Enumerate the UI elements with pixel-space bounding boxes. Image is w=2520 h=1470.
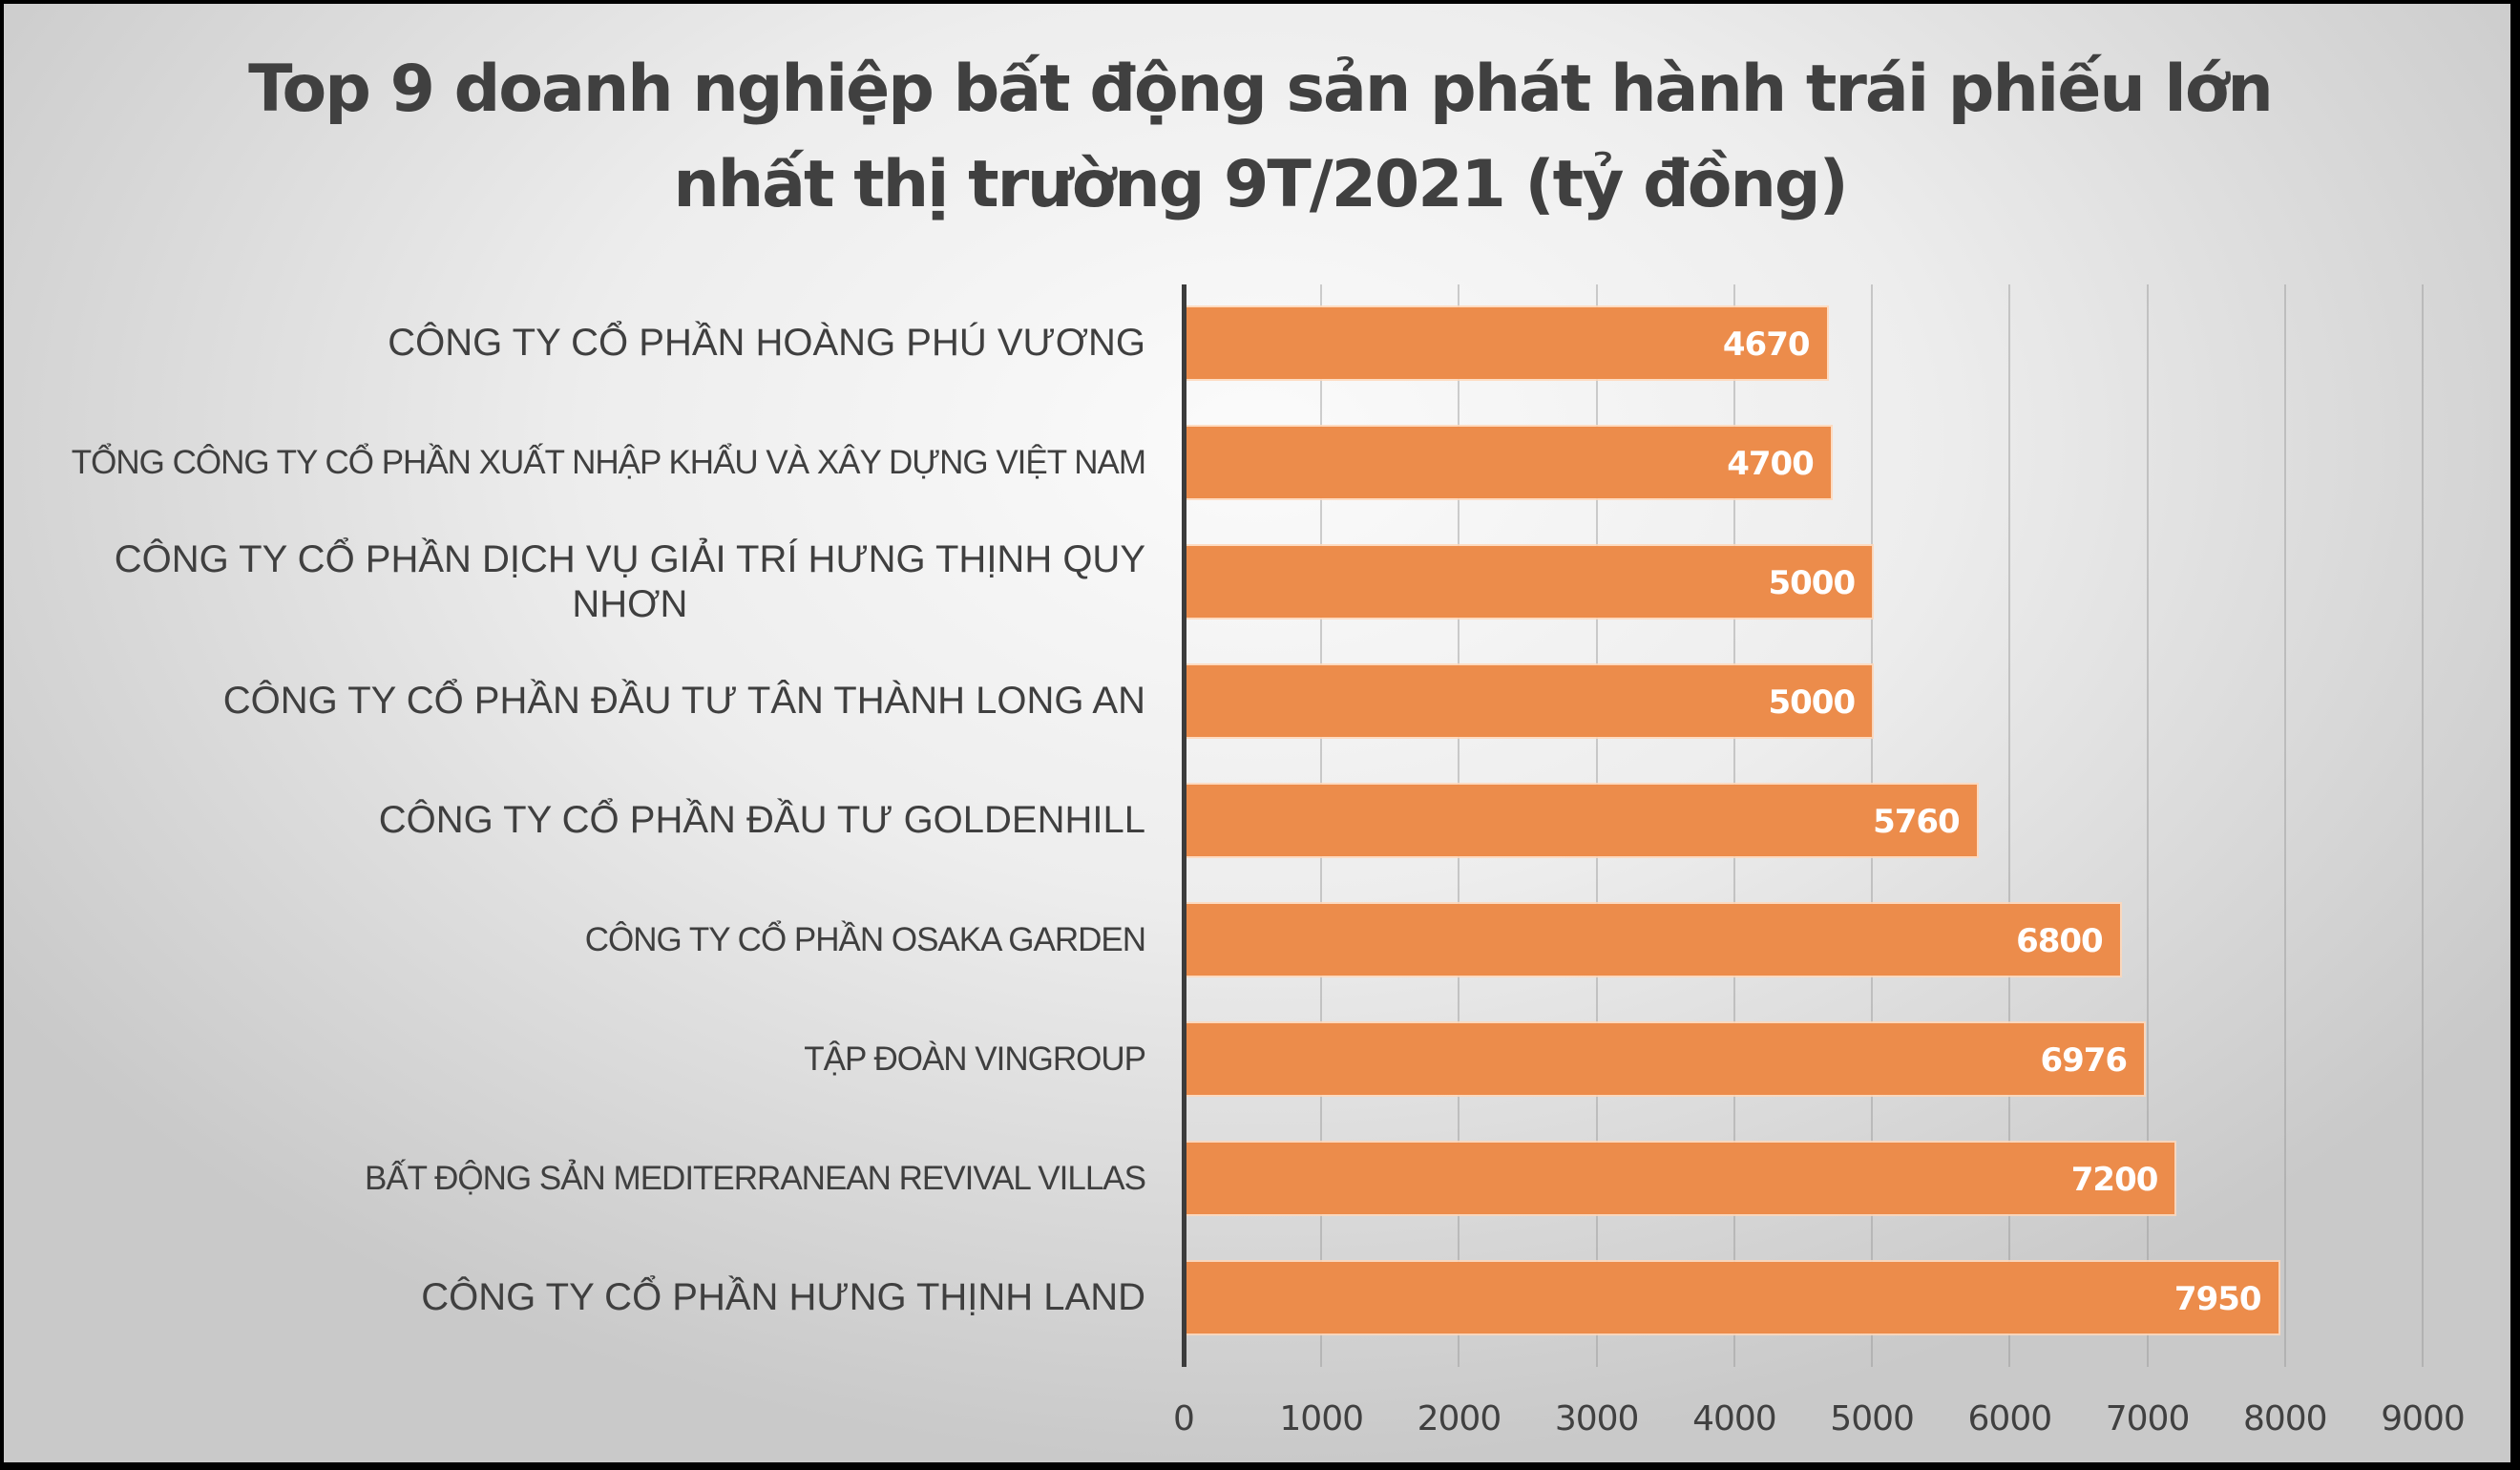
chart-title: Top 9 doanh nghiệp bất động sản phát hàn…	[0, 42, 2520, 233]
x-tick-label: 7000	[2105, 1399, 2191, 1438]
bar-value-label: 4670	[1722, 326, 1811, 364]
category-label: CÔNG TY CỔ PHẦN ĐẦU TƯ TÂN THÀNH LONG AN	[222, 680, 1145, 722]
bar: 4670	[1186, 307, 1827, 379]
category-label: TẬP ĐOÀN VINGROUP	[804, 1040, 1146, 1078]
x-tick-label: 1000	[1279, 1399, 1364, 1438]
bar: 4700	[1186, 427, 1831, 498]
bar-value-label: 5760	[1873, 803, 1961, 841]
bar-value-label: 5000	[1768, 683, 1856, 722]
category-label: TỔNG CÔNG TY CỔ PHẦN XUẤT NHẬP KHẨU VÀ X…	[71, 444, 1146, 481]
bar-value-label: 7200	[2070, 1161, 2159, 1199]
bar: 5000	[1186, 665, 1873, 737]
y-axis-line	[1182, 284, 1186, 1367]
x-tick-label: 6000	[1967, 1399, 2053, 1438]
bar-value-label: 4700	[1727, 445, 1815, 483]
bar-value-label: 6800	[2016, 922, 2104, 960]
bar: 5000	[1186, 546, 1873, 618]
bar-value-label: 5000	[1768, 564, 1856, 602]
bar: 7950	[1186, 1262, 2278, 1334]
x-tick-label: 3000	[1554, 1399, 1640, 1438]
chart-title-line-2: nhất thị trường 9T/2021 (tỷ đồng)	[673, 147, 1848, 222]
bar-value-label: 6976	[2040, 1041, 2128, 1080]
bar: 6800	[1186, 904, 2120, 976]
x-tick-label: 9000	[2381, 1399, 2466, 1438]
x-tick-label: 4000	[1692, 1399, 1777, 1438]
x-tick-label: 0	[1173, 1399, 1195, 1438]
category-label: CÔNG TY CỔ PHẦN OSAKA GARDEN	[584, 921, 1146, 958]
gridline	[2283, 284, 2286, 1367]
category-label: CÔNG TY CỔ PHẦN ĐẦU TƯ GOLDENHILL	[378, 799, 1145, 841]
x-tick-label: 2000	[1417, 1399, 1502, 1438]
gridline	[2146, 284, 2149, 1367]
x-tick-label: 8000	[2242, 1399, 2328, 1438]
gridline	[2008, 284, 2011, 1367]
category-label: CÔNG TY CỔ PHẦN HƯNG THỊNH LAND	[421, 1276, 1145, 1318]
bar: 5760	[1186, 785, 1977, 856]
chart-title-line-1: Top 9 doanh nghiệp bất động sản phát hàn…	[248, 52, 2274, 127]
category-label: CÔNG TY CỔ PHẦN HOÀNG PHÚ VƯƠNG	[388, 322, 1145, 364]
bar-value-label: 7950	[2174, 1280, 2262, 1318]
x-tick-label: 5000	[1830, 1399, 1915, 1438]
category-label: CÔNG TY CỔ PHẦN DỊCH VỤ GIẢI TRÍ HƯNG TH…	[114, 537, 1145, 625]
category-label: BẤT ĐỘNG SẢN MEDITERRANEAN REVIVAL VILLA…	[364, 1160, 1146, 1197]
bar: 6976	[1186, 1023, 2145, 1095]
bar: 7200	[1186, 1143, 2175, 1214]
gridline	[2422, 284, 2424, 1367]
